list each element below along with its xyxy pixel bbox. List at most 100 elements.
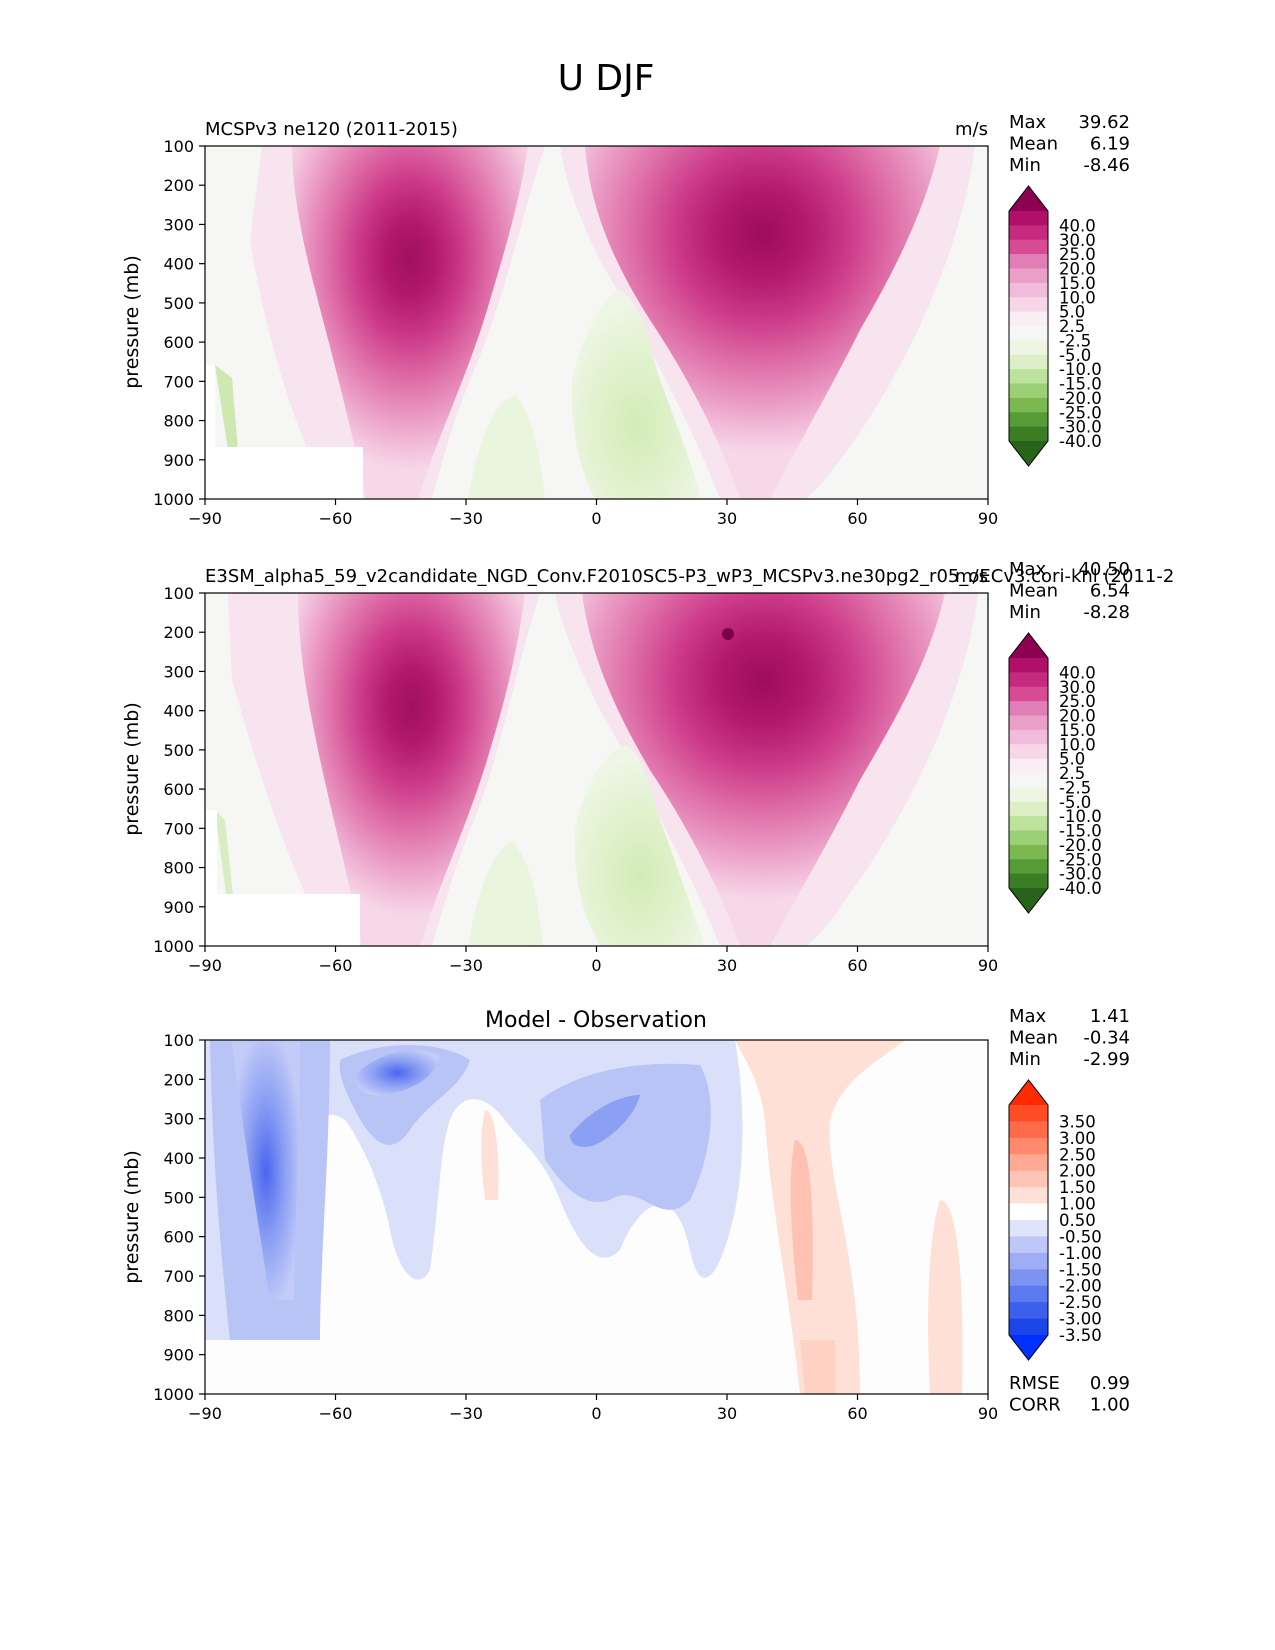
- colorbar-segment: [1009, 383, 1048, 399]
- x-tick-label: 0: [591, 1404, 601, 1423]
- colorbar-segment: [1009, 859, 1048, 875]
- colorbar-label: 0.50: [1059, 1211, 1096, 1230]
- stat-label: Max: [1009, 1006, 1047, 1027]
- x-tick-label: −60: [319, 509, 353, 528]
- contour-nh-jet: [582, 593, 945, 946]
- colorbar-label: 25.0: [1059, 245, 1096, 264]
- contour-diff-positive-strong: [790, 1140, 813, 1300]
- colorbar-segment: [1009, 397, 1048, 413]
- colorbar-segment: [1009, 1318, 1048, 1336]
- colorbar-label: -2.5: [1059, 331, 1091, 350]
- y-tick-label: 800: [163, 1306, 194, 1325]
- colorbar-extend-top: [1009, 1080, 1048, 1105]
- colorbar-label: -3.00: [1059, 1310, 1102, 1329]
- colorbar-segment: [1009, 369, 1048, 384]
- x-tick-label: −30: [449, 956, 483, 975]
- colorbar-label: -40.0: [1059, 432, 1102, 451]
- contour-sh-easterly: [468, 395, 545, 499]
- colorbar-label: -5.0: [1059, 346, 1091, 365]
- colorbar-segment: [1009, 686, 1048, 702]
- missing-data-mask: [205, 447, 363, 499]
- y-tick-label: 100: [163, 1031, 194, 1050]
- contour-polar-easterly: [215, 810, 233, 895]
- colorbar-label: 2.00: [1059, 1162, 1096, 1181]
- colorbar-segment: [1009, 1220, 1048, 1237]
- missing-data-mask: [205, 1342, 340, 1394]
- colorbar-segment: [1009, 658, 1048, 673]
- missing-data-mask: [205, 894, 360, 946]
- colorbar-label: -2.00: [1059, 1277, 1102, 1296]
- x-tick-label: −90: [188, 1404, 222, 1423]
- colorbar-label: -2.50: [1059, 1293, 1102, 1312]
- colorbar-segment: [1009, 354, 1048, 370]
- stat-value: -8.46: [1083, 155, 1130, 176]
- y-tick-label: 900: [163, 898, 194, 917]
- colorbar-segment: [1009, 282, 1048, 298]
- panel-title-center: Model - Observation: [485, 1008, 707, 1033]
- x-tick-label: 90: [978, 1404, 998, 1423]
- colorbar-extend-bottom: [1009, 1335, 1048, 1360]
- x-tick-label: −30: [449, 509, 483, 528]
- colorbar-label: 10.0: [1059, 288, 1096, 307]
- stat-label: Max: [1009, 559, 1047, 580]
- colorbar-label: -3.50: [1059, 1326, 1102, 1345]
- colorbar-segment: [1009, 426, 1048, 442]
- x-tick-label: −90: [188, 956, 222, 975]
- colorbar-segment: [1009, 744, 1048, 760]
- y-ticks: 100 200 300 400 500 600 700 800 900 1000: [153, 584, 205, 956]
- colorbar-segment: [1009, 758, 1048, 774]
- stats-box: Max 1.41 Mean -0.34 Min -2.99: [1009, 1006, 1130, 1070]
- colorbar-segment: [1009, 225, 1048, 241]
- y-tick-label: 1000: [153, 937, 194, 956]
- stat-label: RMSE: [1009, 1373, 1060, 1394]
- colorbar-segment: [1009, 1302, 1048, 1319]
- colorbar: 3.503.002.502.001.501.000.50-0.50-1.00-1…: [1008, 1079, 1102, 1361]
- colorbar-label: -0.50: [1059, 1227, 1102, 1246]
- contour-tropical-easterly: [571, 290, 702, 499]
- x-ticks: −90 −60 −30 0 30 60 90: [188, 499, 998, 528]
- stat-value: 6.54: [1090, 581, 1130, 602]
- x-tick-label: 60: [847, 956, 867, 975]
- jet-core-max: [722, 628, 734, 640]
- colorbar-label: -10.0: [1059, 360, 1102, 379]
- colorbar-label: -15.0: [1059, 822, 1102, 841]
- colorbar-label: -25.0: [1059, 850, 1102, 869]
- contour-diff-positive: [800, 1340, 835, 1394]
- x-tick-label: 0: [591, 509, 601, 528]
- colorbar-segment: [1009, 1269, 1048, 1287]
- colorbar-segment: [1009, 1121, 1048, 1139]
- y-tick-label: 500: [163, 1188, 194, 1207]
- colorbar-segment: [1009, 816, 1048, 831]
- contour-diff-positive: [481, 1110, 499, 1200]
- y-tick-label: 400: [163, 255, 194, 274]
- colorbar-label: 15.0: [1059, 274, 1096, 293]
- stats-box: Max 39.62 Mean 6.19 Min -8.46: [1009, 112, 1130, 176]
- y-tick-label: 100: [163, 137, 194, 156]
- colorbar-segment: [1009, 1236, 1048, 1254]
- x-tick-label: 0: [591, 956, 601, 975]
- colorbar-label: 3.50: [1059, 1112, 1096, 1131]
- colorbar-segment: [1009, 254, 1048, 269]
- colorbar-label: -10.0: [1059, 807, 1102, 826]
- colorbar-label: 20.0: [1059, 707, 1096, 726]
- colorbar-segment: [1009, 326, 1048, 341]
- colorbar-segment: [1009, 340, 1048, 356]
- units-label: m/s: [955, 566, 988, 587]
- colorbar-label: 40.0: [1059, 216, 1096, 235]
- contour-tropical-easterly: [574, 745, 705, 946]
- colorbar-label: -1.50: [1059, 1260, 1102, 1279]
- y-tick-label: 200: [163, 176, 194, 195]
- panel-ref: E3SM_alpha5_59_v2candidate_NGD_Conv.F201…: [121, 559, 1174, 975]
- contour-sh-jet: [292, 146, 528, 499]
- x-tick-label: 90: [978, 509, 998, 528]
- y-tick-label: 200: [163, 1070, 194, 1089]
- contour-diff-strong-negative: [232, 1042, 300, 1300]
- colorbar-outline: [1008, 185, 1049, 467]
- colorbar-label: 30.0: [1059, 231, 1096, 250]
- units-label: m/s: [955, 119, 988, 140]
- colorbar-segment: [1009, 1154, 1048, 1172]
- x-ticks: −90 −60 −30 0 30 60 90: [188, 946, 998, 975]
- colorbar-label: -30.0: [1059, 865, 1102, 884]
- colorbar-label: -25.0: [1059, 403, 1102, 422]
- panel-diff: Model - Observation pressure (mb) 100 200…: [121, 1006, 1130, 1423]
